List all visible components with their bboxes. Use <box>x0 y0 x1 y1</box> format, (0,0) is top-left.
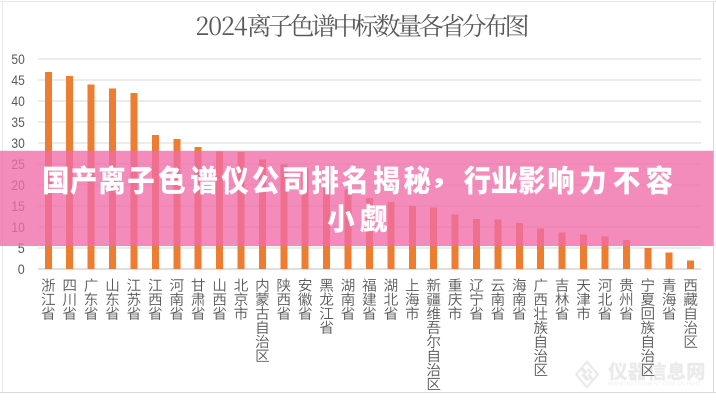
svg-text:0: 0 <box>18 262 25 277</box>
svg-text:40: 40 <box>11 94 24 109</box>
svg-text:50: 50 <box>11 52 24 67</box>
svg-text:45: 45 <box>11 73 24 88</box>
svg-text:WWW.INSTRUMENT.COM.CN INFO: WWW.INSTRUMENT.COM.CN INFO <box>608 381 700 387</box>
svg-text:30: 30 <box>11 136 24 151</box>
svg-text:35: 35 <box>11 115 24 130</box>
svg-text:5: 5 <box>18 241 25 256</box>
